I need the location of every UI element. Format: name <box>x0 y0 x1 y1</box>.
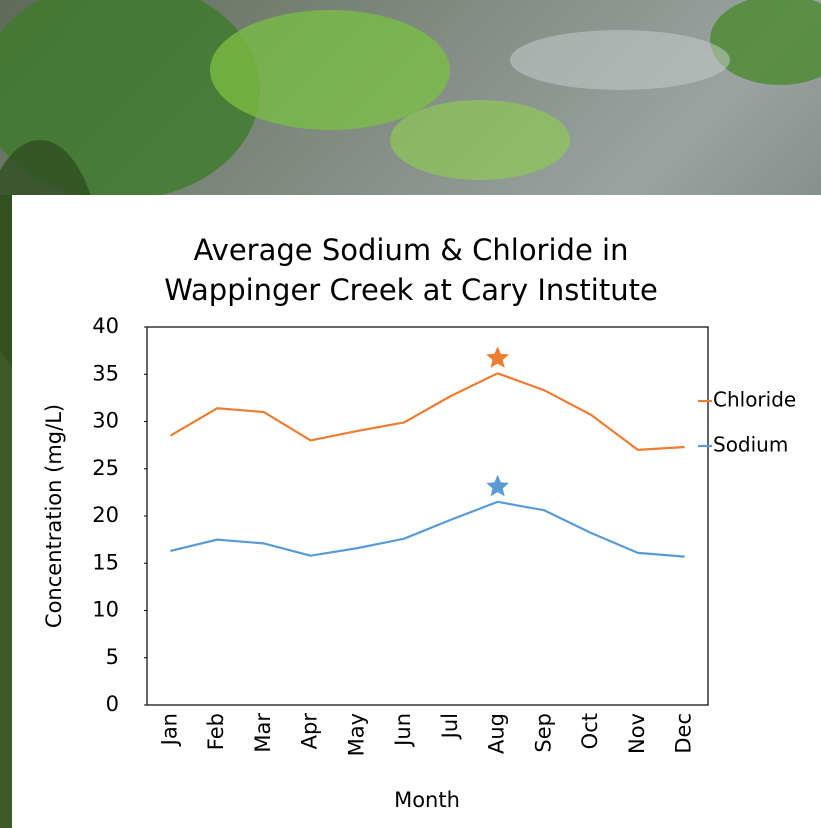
x-tick-label: Jul <box>438 713 462 740</box>
y-tick-label: 15 <box>92 550 119 574</box>
x-tick-label: Aug <box>485 713 509 754</box>
x-tick-label: Sep <box>531 713 555 753</box>
legend-label: Sodium <box>713 433 788 457</box>
x-axis-label: Month <box>394 788 460 812</box>
x-tick-label: Mar <box>251 713 275 753</box>
x-tick-label: Feb <box>204 713 228 750</box>
x-tick-label: Nov <box>625 713 649 754</box>
y-tick-label: 20 <box>92 503 119 527</box>
y-tick-label: 35 <box>92 361 119 385</box>
y-tick-label: 0 <box>106 692 119 716</box>
x-tick-label: Dec <box>672 713 696 754</box>
legend-label: Chloride <box>713 388 796 412</box>
x-tick-label: May <box>344 713 368 756</box>
y-axis-label: Concentration (mg/L) <box>42 404 66 628</box>
page: Concentration (mg/L) Month 0 5 10 15 20 25 30 3… <box>0 0 821 828</box>
y-tick-label: 25 <box>92 456 119 480</box>
y-tick-label: 30 <box>92 409 119 433</box>
chart: Concentration (mg/L) Month 0 5 10 15 20 25 30 3… <box>0 0 821 828</box>
x-tick-label: Jan <box>157 713 181 747</box>
y-tick-label: 40 <box>92 314 119 338</box>
x-tick-label: Oct <box>578 713 602 749</box>
chart-title: Average Sodium & Chloride in Wappinger C… <box>141 230 681 310</box>
y-tick-label: 10 <box>92 598 119 622</box>
x-tick-label: Jun <box>391 713 415 748</box>
x-tick-label: Apr <box>298 713 322 750</box>
y-tick-label: 5 <box>106 645 119 669</box>
